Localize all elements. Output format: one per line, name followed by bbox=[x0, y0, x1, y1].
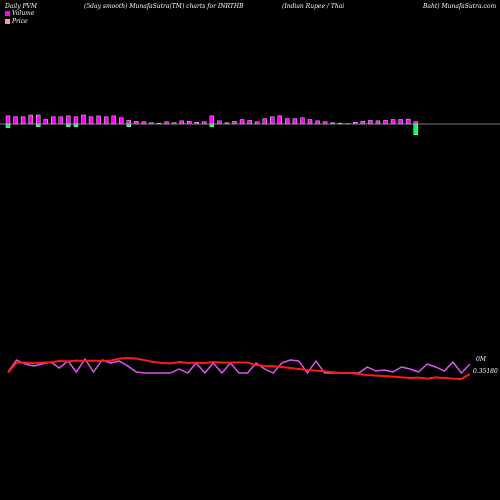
volume-bar-up bbox=[186, 121, 192, 125]
volume-bar-up bbox=[390, 119, 396, 125]
volume-bar-up bbox=[36, 114, 41, 125]
chart-header-right-a: (Indian Rupee / Thai bbox=[282, 3, 345, 10]
chart-header-center: (5day smooth) MunafaSutra(TM) charts for… bbox=[84, 3, 244, 10]
volume-value-label: 0M bbox=[476, 356, 486, 363]
volume-bar-up bbox=[5, 115, 11, 125]
volume-bar-up bbox=[292, 118, 298, 125]
volume-bar-up bbox=[13, 116, 18, 125]
price-line bbox=[7, 357, 471, 380]
volume-bar-up bbox=[81, 114, 86, 125]
volume-bar-up bbox=[179, 120, 184, 125]
volume-bar-up bbox=[43, 119, 48, 125]
legend-volume: Volume bbox=[5, 10, 34, 17]
volume-bar-up bbox=[383, 120, 388, 125]
volume-bar-up bbox=[398, 119, 403, 125]
legend-volume-swatch bbox=[5, 11, 10, 16]
volume-bar-down bbox=[5, 123, 11, 128]
volume-bar-up bbox=[88, 116, 94, 125]
volume-bar-up bbox=[51, 116, 56, 125]
volume-line bbox=[7, 358, 471, 374]
volume-bar-up bbox=[315, 120, 320, 125]
chart-header-left: Daily PVM bbox=[5, 3, 38, 10]
volume-bar-up bbox=[285, 118, 290, 125]
volume-bar-up bbox=[368, 120, 373, 125]
volume-bar-up bbox=[247, 120, 252, 125]
volume-bar-up bbox=[277, 115, 282, 125]
volume-bar-up bbox=[58, 116, 64, 125]
chart-header-right-b: Baht) MunafaSutra.com bbox=[423, 3, 497, 10]
volume-bar-down bbox=[413, 123, 418, 136]
volume-bar-up bbox=[134, 121, 139, 125]
volume-bar-up bbox=[126, 120, 132, 125]
price-value-label: 0.35180 bbox=[473, 368, 498, 375]
volume-bar-up bbox=[360, 121, 366, 125]
volume-bar-up bbox=[103, 116, 109, 125]
volume-bar-down bbox=[126, 123, 132, 127]
volume-bar-down bbox=[36, 123, 41, 127]
legend-price-label: Price bbox=[12, 18, 28, 25]
volume-bar-up bbox=[119, 117, 124, 125]
legend-price-swatch bbox=[5, 19, 10, 24]
volume-bar-up bbox=[300, 117, 305, 125]
volume-bar-down bbox=[66, 123, 71, 127]
volume-bar-up bbox=[375, 120, 381, 125]
volume-bar-up bbox=[28, 114, 33, 125]
volume-bar-up bbox=[20, 116, 26, 125]
volume-bar-down bbox=[209, 123, 215, 127]
volume-bar-up bbox=[239, 119, 245, 125]
legend-price: Price bbox=[5, 18, 28, 25]
volume-bar-up bbox=[73, 116, 79, 125]
volume-bar-up bbox=[232, 121, 237, 125]
legend-volume-label: Volume bbox=[12, 10, 35, 17]
volume-bar-up bbox=[307, 119, 313, 125]
volume-bar-up bbox=[405, 118, 411, 125]
volume-bar-up bbox=[66, 115, 71, 125]
volume-bar-down bbox=[73, 123, 79, 127]
volume-bar-up bbox=[262, 118, 267, 125]
volume-bar-up bbox=[96, 115, 101, 125]
volume-bar-up bbox=[217, 120, 222, 125]
volume-bar-up bbox=[209, 115, 215, 125]
volume-bar-up bbox=[111, 115, 116, 125]
volume-bar-up bbox=[270, 116, 275, 125]
